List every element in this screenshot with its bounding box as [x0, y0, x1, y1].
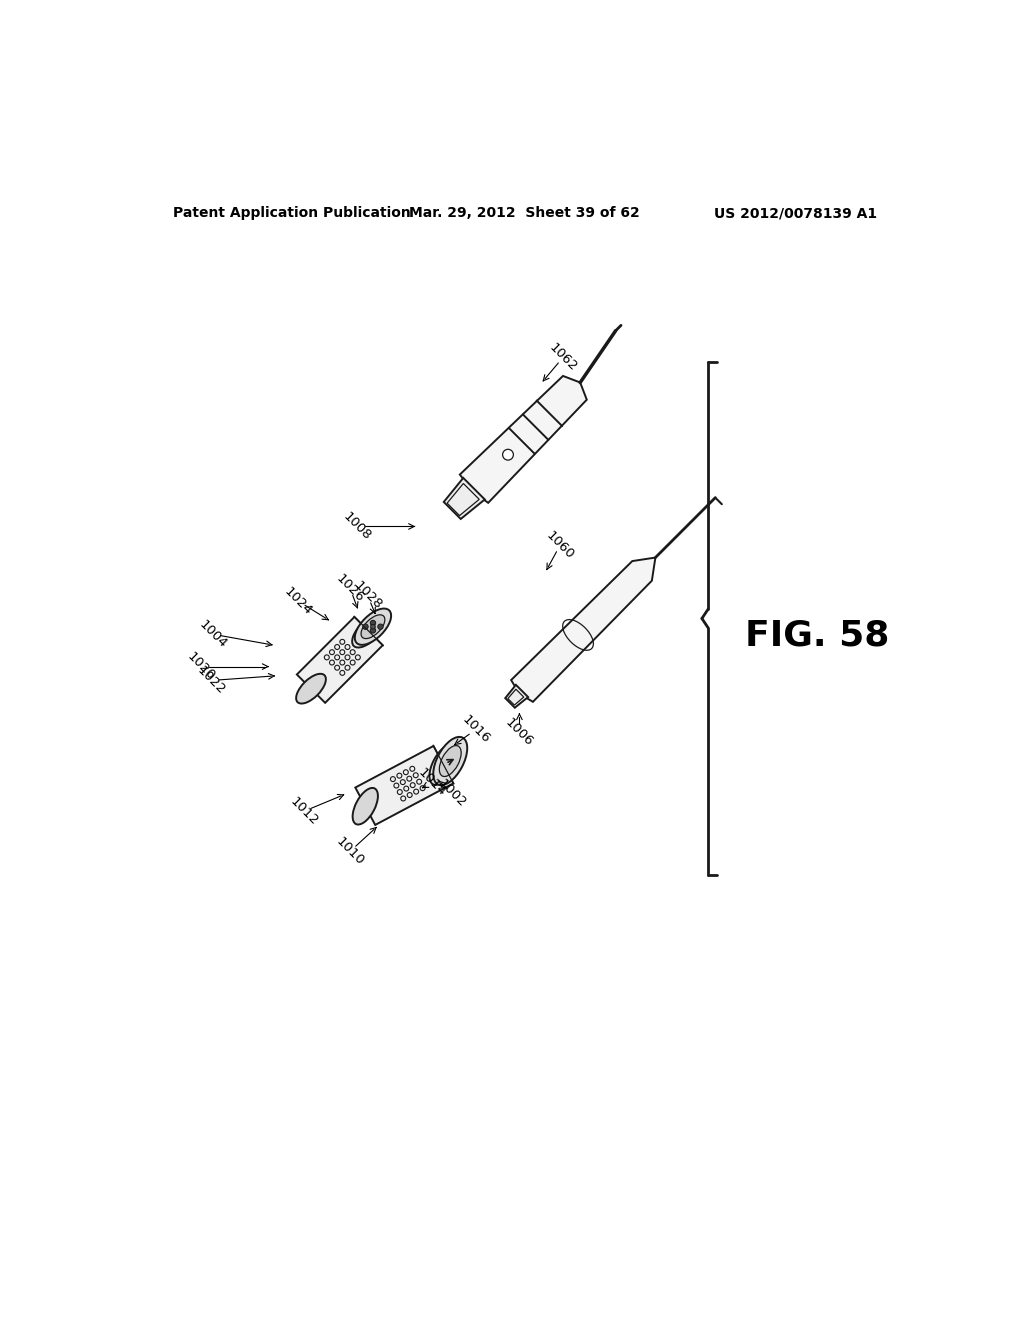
- Polygon shape: [511, 557, 655, 702]
- Ellipse shape: [361, 615, 385, 639]
- Text: Mar. 29, 2012  Sheet 39 of 62: Mar. 29, 2012 Sheet 39 of 62: [410, 206, 640, 220]
- Polygon shape: [297, 616, 383, 702]
- Text: 1062: 1062: [547, 341, 580, 374]
- Circle shape: [371, 620, 376, 626]
- Text: 1022: 1022: [195, 664, 228, 697]
- Polygon shape: [460, 376, 587, 503]
- Circle shape: [371, 628, 376, 634]
- Ellipse shape: [296, 673, 326, 704]
- Ellipse shape: [352, 615, 385, 648]
- Text: FIG. 58: FIG. 58: [745, 619, 890, 653]
- Text: 1020: 1020: [185, 649, 218, 684]
- Polygon shape: [443, 478, 484, 519]
- Ellipse shape: [352, 788, 378, 825]
- Text: 1014: 1014: [416, 766, 449, 799]
- Text: 1026: 1026: [334, 572, 367, 605]
- Polygon shape: [505, 685, 528, 708]
- Ellipse shape: [354, 609, 391, 645]
- Text: 1024: 1024: [282, 585, 315, 618]
- Text: 1006: 1006: [503, 715, 536, 748]
- Circle shape: [503, 449, 513, 461]
- Text: 1008: 1008: [340, 510, 374, 543]
- Ellipse shape: [429, 744, 458, 785]
- Ellipse shape: [433, 737, 467, 785]
- Text: US 2012/0078139 A1: US 2012/0078139 A1: [715, 206, 878, 220]
- Text: 1004: 1004: [197, 618, 229, 651]
- Text: 1012: 1012: [288, 795, 321, 828]
- Text: 1002: 1002: [436, 777, 469, 810]
- Circle shape: [371, 624, 375, 630]
- Polygon shape: [355, 746, 454, 825]
- Ellipse shape: [439, 746, 461, 776]
- Circle shape: [378, 624, 383, 630]
- Text: 1010: 1010: [334, 834, 367, 869]
- Circle shape: [362, 624, 369, 630]
- Text: 1060: 1060: [544, 528, 577, 561]
- Text: 1028: 1028: [351, 579, 384, 612]
- Text: 1016: 1016: [459, 713, 493, 746]
- Text: Patent Application Publication: Patent Application Publication: [173, 206, 411, 220]
